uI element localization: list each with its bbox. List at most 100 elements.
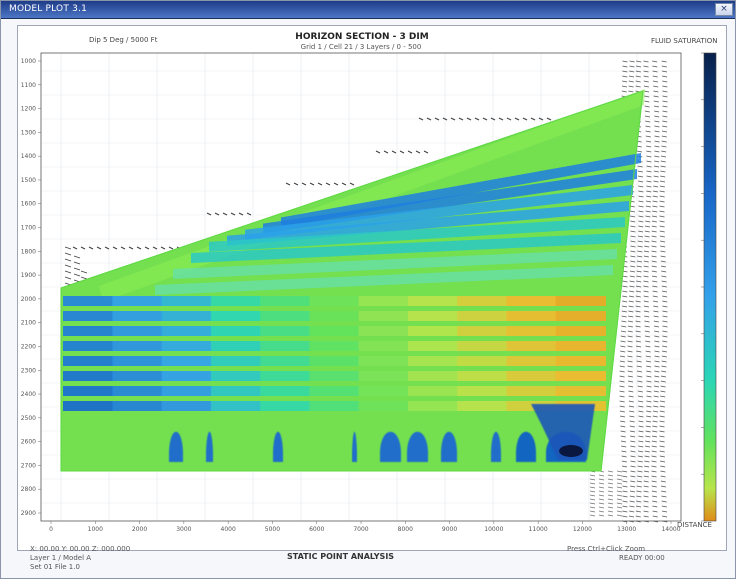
right-well-log-mark — [628, 390, 634, 393]
blue-anomaly — [206, 431, 213, 462]
right-well-log-mark — [644, 335, 651, 338]
right-well-log-mark — [652, 200, 658, 203]
bottom-right-log-mark — [607, 486, 614, 489]
heatmap-cell — [358, 296, 409, 306]
right-well-log-mark — [643, 475, 649, 478]
window-titlebar[interactable]: MODEL PLOT 3.1 × — [1, 1, 735, 19]
x-tick-label: 0 — [49, 526, 53, 533]
heatmap-cell — [260, 341, 311, 351]
right-well-log-mark — [646, 185, 652, 188]
right-well-log-mark — [619, 395, 625, 398]
right-well-log-mark — [629, 425, 635, 428]
right-well-log-mark — [652, 515, 658, 518]
bottom-right-log-mark — [589, 478, 596, 481]
right-well-log-mark — [619, 410, 625, 413]
right-well-log-mark — [627, 335, 633, 338]
right-well-log-mark — [654, 375, 660, 378]
heatmap-cell — [358, 356, 409, 366]
heatmap-cell — [457, 311, 508, 321]
heatmap-cell — [260, 296, 311, 306]
log-tick — [418, 117, 424, 121]
heatmap-cell — [407, 311, 459, 321]
right-well-log-mark — [637, 470, 643, 473]
right-well-log-mark — [635, 305, 641, 308]
right-well-log-mark — [654, 115, 660, 118]
right-well-log-mark — [646, 195, 652, 198]
heatmap-cell — [112, 386, 163, 396]
right-well-log-mark — [646, 365, 652, 368]
horizon-band — [227, 201, 629, 246]
heatmap-layers — [60, 89, 645, 472]
heatmap-cell — [260, 326, 311, 336]
right-well-log-mark — [629, 430, 636, 433]
right-well-log-mark — [638, 420, 644, 423]
heatmap-cell — [161, 386, 212, 396]
right-well-log-mark — [659, 440, 665, 443]
right-well-log-mark — [653, 170, 659, 173]
reservoir-outline — [60, 90, 644, 472]
log-tick — [399, 150, 405, 154]
heatmap-cell — [506, 296, 557, 306]
right-well-log-mark — [635, 510, 641, 513]
right-well-log-mark — [630, 260, 636, 263]
stepped-log-group — [418, 117, 552, 121]
heatmap-cell — [309, 356, 360, 366]
right-well-log-mark — [653, 400, 659, 403]
log-tick — [317, 182, 323, 186]
right-well-log-mark — [652, 210, 658, 213]
right-well-log-mark — [638, 205, 644, 208]
log-tick — [530, 117, 536, 121]
heatmap-cell — [161, 356, 212, 366]
right-well-log-mark — [627, 330, 633, 333]
log-tick — [426, 117, 432, 121]
right-well-log-mark — [636, 275, 642, 278]
right-well-log-mark — [660, 465, 666, 468]
x-axis-label: DISTANCE — [677, 521, 712, 529]
right-well-log-mark — [630, 215, 636, 218]
right-well-log-mark — [652, 280, 658, 283]
log-tick — [152, 246, 158, 250]
right-well-log-mark — [651, 490, 657, 493]
right-well-log-mark — [661, 510, 668, 513]
right-well-log-mark — [651, 445, 657, 448]
right-well-log-mark — [651, 245, 657, 248]
bottom-right-log-mark — [598, 486, 605, 489]
right-well-log-mark — [628, 405, 635, 408]
right-well-log-mark — [661, 135, 667, 138]
heatmap-cell — [63, 326, 114, 336]
heatmap-cell — [457, 296, 508, 306]
log-tick — [206, 212, 212, 216]
heatmap-cell — [555, 311, 606, 321]
right-well-log-mark — [661, 495, 667, 498]
right-well-log-mark — [636, 500, 642, 503]
status-center-label: STATIC POINT ANALYSIS — [287, 552, 395, 561]
right-well-log-mark — [654, 145, 660, 148]
log-tick — [341, 182, 347, 186]
log-tick — [325, 182, 331, 186]
tick-labels: 1000 1100 1200 1300 1400 1500 1600 1700 1800 1900… — [21, 58, 681, 533]
right-well-log-mark — [653, 390, 659, 393]
right-well-log-mark — [636, 480, 643, 483]
heatmap-cell — [457, 386, 508, 396]
bottom-right-log-mark — [616, 510, 623, 513]
heatmap-cell — [210, 386, 262, 396]
right-well-log-mark — [629, 500, 635, 503]
bottom-right-log-mark — [616, 478, 623, 481]
right-well-log-mark — [638, 410, 644, 413]
right-well-log-mark — [638, 415, 644, 418]
right-well-log-mark — [662, 340, 668, 343]
heatmap-cell — [358, 401, 409, 411]
right-well-log-mark — [643, 500, 649, 503]
right-well-log-mark — [635, 315, 641, 318]
close-button[interactable]: × — [715, 3, 733, 16]
y-tick-label: 1600 — [21, 201, 36, 208]
right-well-log-mark — [622, 470, 628, 473]
right-well-log-mark — [652, 295, 658, 298]
log-tick — [450, 117, 456, 121]
right-well-log-mark — [635, 65, 642, 68]
right-well-log-mark — [661, 150, 667, 153]
right-well-log-mark — [637, 235, 644, 238]
log-tick — [144, 246, 150, 250]
right-well-log-mark — [636, 150, 643, 153]
